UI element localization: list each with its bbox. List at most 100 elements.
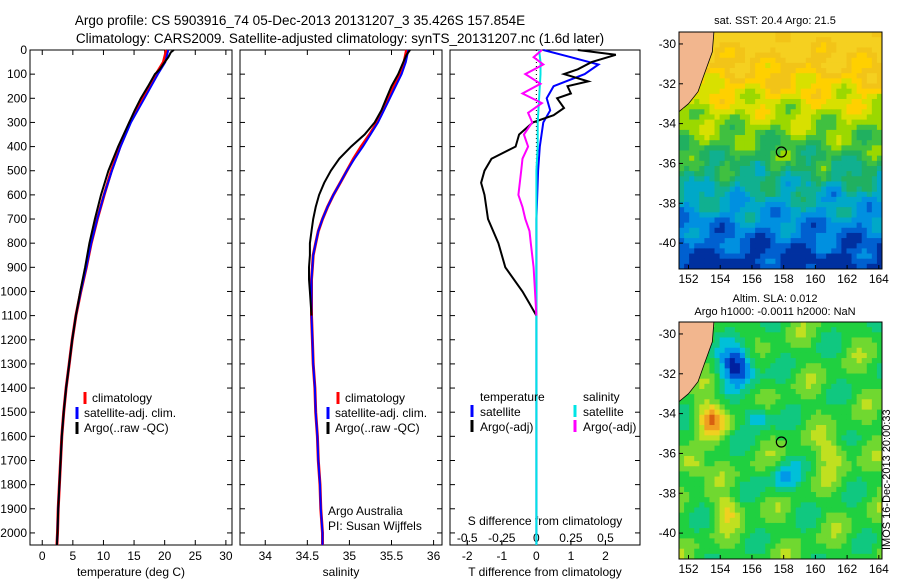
map-cell [795, 217, 802, 224]
map-cell [744, 207, 751, 213]
map-cell [785, 394, 792, 400]
map-cell [836, 186, 842, 193]
map-cell [699, 196, 705, 203]
map-cell [821, 52, 827, 59]
map-cell [755, 119, 761, 126]
map-cell [800, 414, 807, 421]
map-cell [785, 129, 792, 136]
map-cell [739, 337, 746, 344]
map-cell [679, 232, 685, 239]
map-cell [780, 404, 786, 410]
map-cell [836, 337, 842, 344]
map-cell [719, 538, 726, 544]
map-cell [684, 450, 690, 457]
map-cell [795, 486, 802, 493]
map-cell [821, 461, 827, 467]
map-cell [785, 42, 792, 48]
map-cell [805, 425, 812, 431]
map-cell [826, 435, 832, 441]
map-cell [699, 435, 705, 441]
map-cell [765, 119, 771, 126]
map-cell [765, 176, 771, 182]
map-cell [775, 445, 781, 452]
map-cell [704, 507, 710, 514]
map-cell [826, 414, 832, 421]
map-cell [719, 181, 726, 187]
map-cell [719, 383, 726, 390]
map-cell [795, 368, 802, 374]
map-cell [699, 388, 705, 395]
map-cell [679, 435, 685, 441]
map-cell [744, 466, 751, 472]
map-cell [846, 358, 852, 364]
map-cell [684, 176, 690, 182]
map-cell [856, 538, 863, 544]
lat-tick-label: -40 [659, 526, 677, 540]
map-cell [684, 553, 690, 560]
lat-tick-label: -36 [659, 156, 677, 170]
map-cell [750, 150, 756, 157]
map-cell [866, 548, 873, 555]
map-cell [739, 47, 746, 54]
map-cell [719, 461, 726, 467]
map-cell [699, 253, 705, 260]
map-cell [750, 440, 756, 447]
map-cell [775, 155, 781, 162]
map-cell [831, 435, 837, 441]
map-cell [785, 352, 792, 359]
map-cell [780, 160, 786, 167]
map-cell [709, 471, 715, 477]
map-cell [831, 425, 837, 431]
map-cell [841, 119, 847, 126]
map-cell [810, 363, 817, 369]
map-cell [826, 332, 832, 338]
map-cell [770, 176, 776, 182]
map-cell [821, 135, 827, 141]
map-cell [846, 517, 852, 524]
map-cell [836, 481, 842, 488]
map-cell [851, 507, 858, 514]
map-cell [770, 227, 776, 234]
map-cell [714, 445, 720, 452]
map-cell [689, 227, 695, 234]
map-cell [719, 62, 726, 69]
map-cell [866, 212, 873, 218]
map-cell [856, 145, 863, 151]
map-cell [810, 253, 817, 260]
map-cell [816, 373, 822, 380]
map-cell [724, 548, 731, 555]
map-cell [780, 538, 786, 544]
map-cell [780, 47, 786, 54]
map-cell [810, 476, 817, 483]
map-cell [790, 140, 797, 146]
map-cell [800, 238, 807, 244]
map-cell [760, 363, 766, 369]
map-cell [760, 222, 766, 229]
map-cell [800, 150, 807, 157]
map-cell [795, 347, 802, 354]
map-cell [836, 57, 842, 64]
map-cell [724, 404, 731, 410]
map-cell [694, 409, 700, 416]
map-cell [876, 481, 883, 488]
map-cell [810, 327, 817, 333]
map-cell [871, 104, 878, 110]
map-cell [810, 57, 817, 64]
map-cell [704, 212, 710, 218]
map-cell [805, 522, 812, 529]
map-cell [734, 466, 741, 472]
x-axis-label: T difference from climatology [468, 565, 622, 579]
map-cell [866, 466, 873, 472]
map-cell [805, 512, 812, 519]
map-cell [755, 57, 761, 64]
map-cell [785, 553, 792, 560]
map-cell [760, 258, 766, 265]
map-cell [729, 93, 736, 100]
map-cell [805, 368, 812, 374]
map-cell [780, 207, 786, 213]
map-cell [684, 507, 690, 514]
map-cell [689, 217, 695, 224]
map-cell [780, 388, 786, 395]
map-cell [836, 114, 842, 120]
map-cell [780, 232, 786, 239]
